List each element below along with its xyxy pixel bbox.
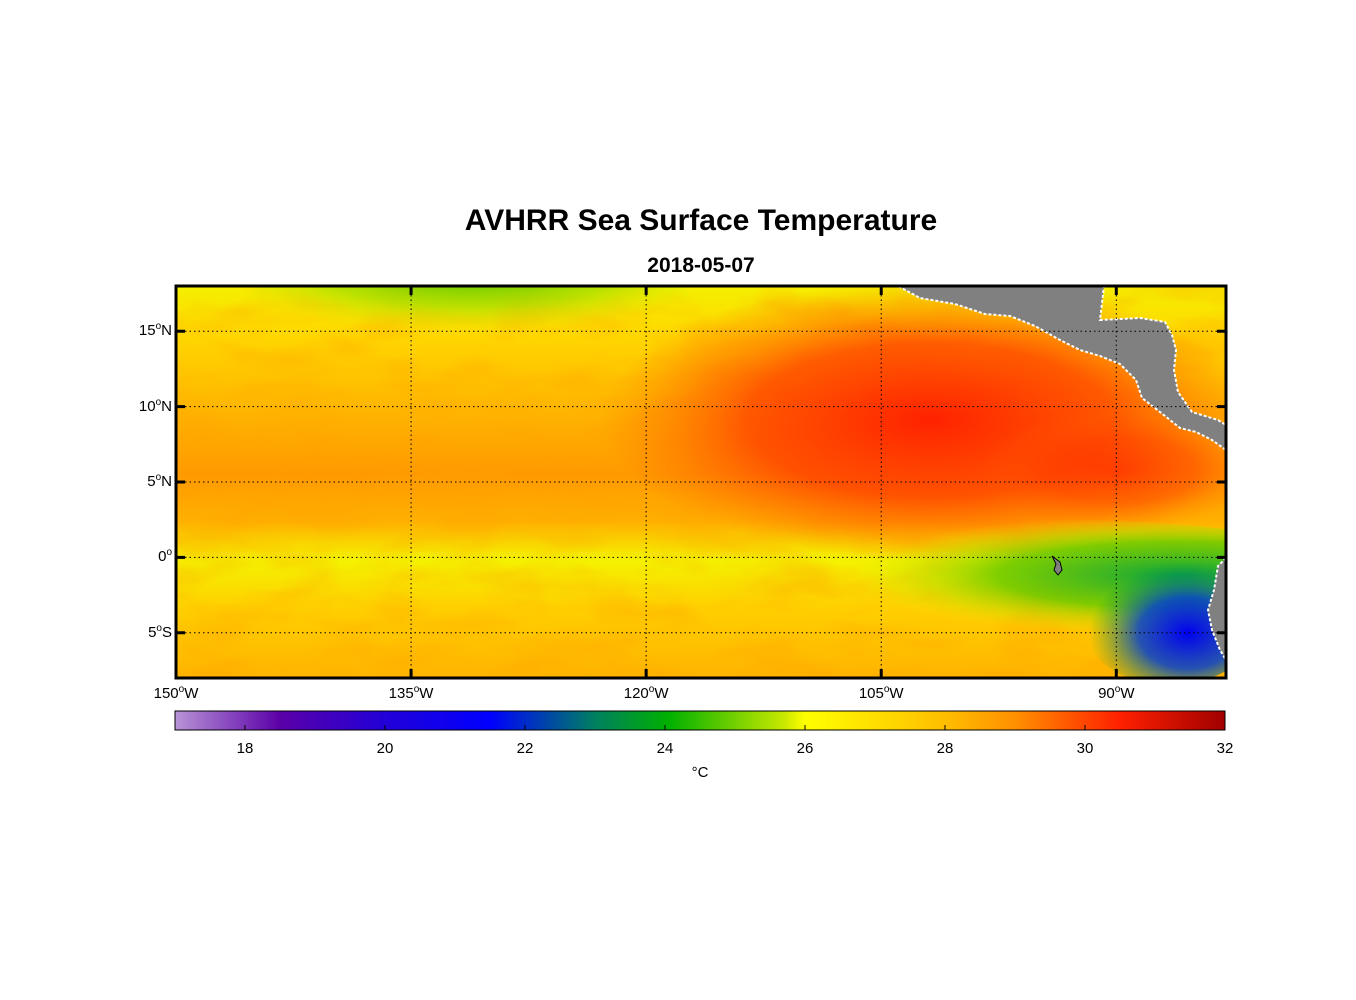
colorbar-tick-label: 28 [936,740,954,757]
warm-pool-east [980,410,1226,530]
lat-label: 5oS [148,622,172,641]
colorbar-tick-label: 30 [1076,740,1094,757]
lat-label: 15oN [138,321,172,340]
lon-label: 105oW [858,684,904,702]
lat-label: 10oN [138,396,172,415]
lat-label: 5oN [147,472,172,490]
land-central-america [897,286,1226,452]
figure-subtitle: 2018-05-07 [647,254,755,277]
galapagos-islands [1051,555,1063,576]
colorbar-tick-label: 20 [376,740,394,757]
lon-label: 135oW [388,684,434,702]
colorbar-tick-label: 18 [236,740,254,757]
cold-upwelling [1080,555,1226,678]
lon-label: 150oW [153,684,199,702]
colorbar-ticks [244,725,1226,730]
colorbar [174,710,1226,731]
map-frame [174,284,1228,680]
lon-label: 90oW [1098,684,1135,702]
cool-water-north [250,286,690,355]
colorbar-tick-label: 22 [516,740,534,757]
sst-field [176,286,1226,678]
colorbar-tick-label: 24 [656,740,674,757]
figure-title: AVHRR Sea Surface Temperature [464,204,938,237]
colorbar-tick-label: 26 [796,740,814,757]
colorbar-units: °C [691,764,709,781]
lat-label: 0o [158,547,172,566]
lon-label: 120oW [623,684,669,702]
colorbar-tick-label: 32 [1216,740,1234,757]
